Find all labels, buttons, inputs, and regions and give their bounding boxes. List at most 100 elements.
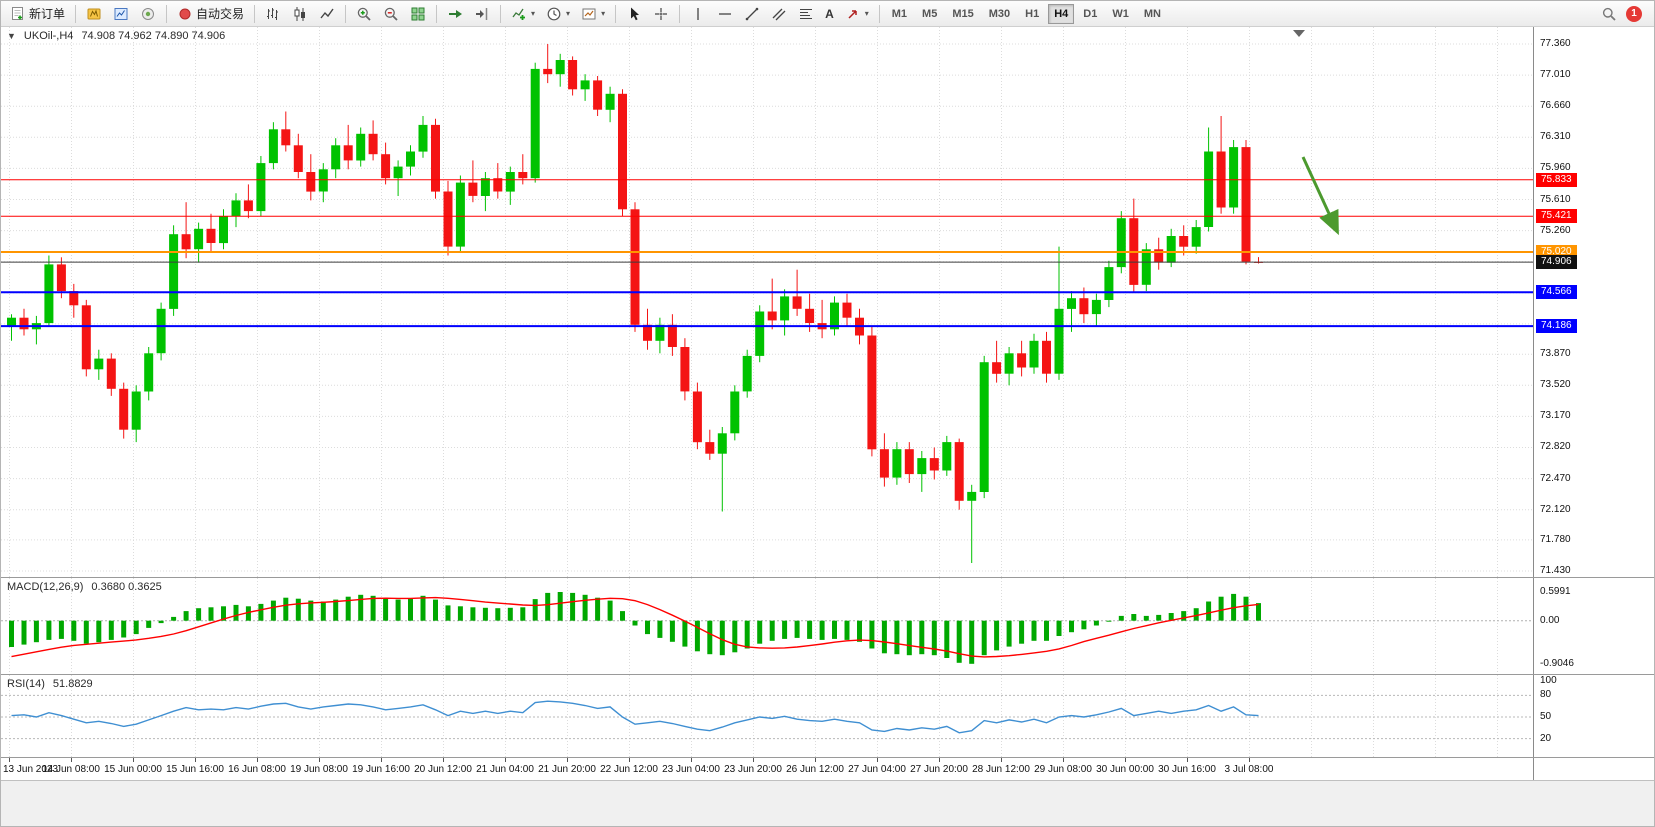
panel-resize-handle[interactable] — [1, 577, 1654, 578]
time-axis-label: 27 Jun 04:00 — [848, 764, 906, 775]
price-lines — [1, 179, 1533, 328]
indicators-button[interactable]: ▾ — [506, 3, 540, 25]
price-axis-label: 76.310 — [1540, 131, 1571, 142]
zoom-in-icon — [357, 7, 371, 21]
panel-resize-handle[interactable] — [1, 757, 1654, 758]
macd-panel: MACD(12,26,9) 0.3680 0.3625 — [1, 578, 1533, 674]
time-axis-tick — [71, 758, 72, 762]
vertical-line-button[interactable] — [685, 3, 711, 25]
time-axis-tick — [1001, 758, 1002, 762]
horizontal-line-icon — [719, 12, 732, 15]
rsi-canvas[interactable] — [1, 675, 1533, 757]
trendline-button[interactable] — [739, 3, 765, 25]
dropdown-caret-icon: ▾ — [601, 9, 606, 18]
search-icon[interactable] — [1601, 6, 1617, 22]
time-axis-label: 3 Jul 08:00 — [1224, 764, 1274, 775]
new-order-button[interactable]: 新订单 — [5, 3, 70, 25]
time-axis-label: 29 Jun 08:00 — [1034, 764, 1092, 775]
time-axis-label: 16 Jun 08:00 — [228, 764, 286, 775]
toolbar-separator — [500, 4, 502, 23]
price-axis-label: 73.870 — [1540, 348, 1571, 359]
channel-icon — [772, 8, 786, 20]
chart-shift-marker[interactable] — [1293, 30, 1305, 37]
time-axis-tick — [257, 758, 258, 762]
timeframe-h1-button[interactable]: H1 — [1025, 7, 1040, 20]
text-button[interactable]: A — [820, 3, 839, 25]
rsi-axis-label: 20 — [1540, 733, 1552, 744]
crosshair-button[interactable] — [648, 3, 674, 25]
macd-label: MACD(12,26,9) — [7, 581, 84, 593]
text-tool-icon: A — [825, 6, 834, 21]
zoom-out-icon — [384, 7, 398, 21]
cursor-button[interactable] — [621, 3, 647, 25]
fibonacci-icon — [800, 8, 813, 19]
tile-windows-button[interactable] — [405, 3, 431, 25]
time-axis-tick — [1187, 758, 1188, 762]
price-axis-label: 75.960 — [1540, 162, 1571, 173]
main-chart-canvas[interactable] — [1, 27, 1533, 577]
price-axis-label: 72.820 — [1540, 441, 1571, 452]
time-axis-label: 21 Jun 20:00 — [538, 764, 596, 775]
time-axis-tick — [691, 758, 692, 762]
time-axis-label: 27 Jun 20:00 — [910, 764, 968, 775]
candlestick-chart-button[interactable] — [287, 3, 313, 25]
market-watch-button[interactable] — [108, 3, 134, 25]
price-axis-label: 75.260 — [1540, 225, 1571, 236]
one-click-trading-arrow-icon[interactable]: ▼ — [7, 31, 16, 41]
price-axis-label: 76.660 — [1540, 100, 1571, 111]
cursor-icon — [631, 7, 640, 20]
toolbar-right: 1 — [1601, 5, 1650, 22]
price-axis-label: 72.120 — [1540, 504, 1571, 515]
indicators-icon — [512, 8, 526, 20]
time-axis-label: 21 Jun 04:00 — [476, 764, 534, 775]
chart-shift-button[interactable] — [469, 3, 495, 25]
timeframe-d1-button[interactable]: D1 — [1083, 7, 1098, 20]
price-axis-label: 71.430 — [1540, 565, 1571, 576]
macd-canvas[interactable] — [1, 578, 1533, 674]
line-chart-button[interactable] — [314, 3, 340, 25]
toolbar-separator — [615, 4, 617, 23]
timeframe-w1-button[interactable]: W1 — [1112, 7, 1129, 20]
zoom-in-button[interactable] — [351, 3, 377, 25]
timeframe-m5-button[interactable]: M5 — [922, 7, 938, 20]
price-axis[interactable]: 77.360 77.010 76.660 76.310 75.960 75.610 75.2… — [1533, 27, 1654, 780]
channel-button[interactable] — [766, 3, 792, 25]
rsi-axis-label: 100 — [1540, 675, 1557, 686]
zoom-out-button[interactable] — [378, 3, 404, 25]
autotrading-icon — [179, 8, 191, 19]
toolbar-separator — [166, 4, 168, 23]
bar-chart-button[interactable] — [260, 3, 286, 25]
time-axis-tick — [133, 758, 134, 762]
fibonacci-button[interactable] — [793, 3, 819, 25]
time-axis-label: 13 Jun 2023 — [3, 764, 59, 775]
periods-button[interactable]: ▾ — [541, 3, 575, 25]
arrows-button[interactable]: ▾ — [840, 3, 874, 25]
time-axis-label: 14 Jun 08:00 — [42, 764, 100, 775]
panel-resize-handle[interactable] — [1, 674, 1654, 675]
timeframe-m30-button[interactable]: M30 — [988, 7, 1011, 20]
timeframe-mn-button[interactable]: MN — [1143, 7, 1161, 20]
rsi-label: RSI(14) — [7, 678, 45, 690]
timeframe-h4-button[interactable]: H4 — [1048, 3, 1075, 24]
line-chart-icon — [320, 8, 334, 18]
metaeditor-button[interactable] — [81, 3, 107, 25]
auto-scroll-button[interactable] — [442, 3, 468, 25]
notifications-badge[interactable]: 1 — [1626, 5, 1642, 22]
toolbar-separator — [254, 4, 256, 23]
dropdown-caret-icon: ▾ — [864, 9, 869, 18]
autotrading-button[interactable]: 自动交易 — [172, 3, 249, 25]
data-window-button[interactable] — [135, 3, 161, 25]
arrow-annotation[interactable] — [1301, 156, 1339, 236]
horizontal-line-button[interactable] — [712, 3, 738, 25]
timeframe-m15-button[interactable]: M15 — [952, 7, 974, 20]
clock-icon — [547, 7, 561, 20]
templates-button[interactable]: ▾ — [576, 3, 610, 25]
status-strip — [1, 780, 1654, 826]
timeframe-m1-button[interactable]: M1 — [891, 7, 908, 20]
time-axis[interactable]: 13 Jun 2023 14 Jun 08:00 15 Jun 00:00 15 Ju… — [1, 758, 1533, 780]
time-axis-label: 30 Jun 00:00 — [1096, 764, 1154, 775]
candles — [7, 44, 1263, 563]
time-axis-tick — [443, 758, 444, 762]
time-axis-tick — [753, 758, 754, 762]
